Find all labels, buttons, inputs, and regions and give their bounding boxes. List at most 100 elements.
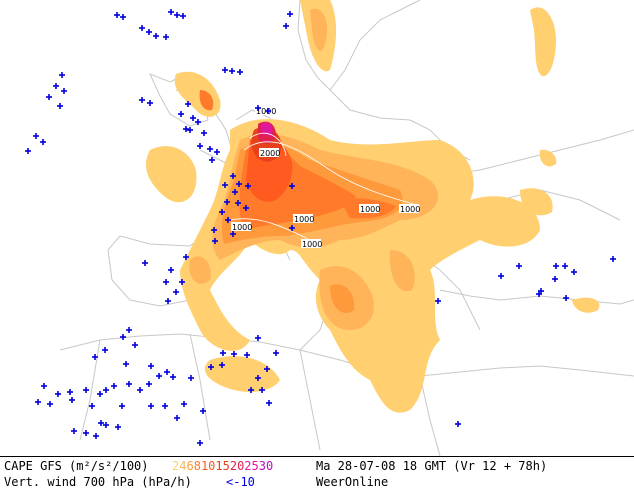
cape-color-scale: 24681015202530 <box>172 459 273 473</box>
vert-wind-marker <box>123 361 129 367</box>
vert-wind-marker <box>126 327 132 333</box>
vert-wind-marker <box>174 415 180 421</box>
vert-wind-marker <box>248 387 254 393</box>
vert-wind-marker <box>222 182 228 188</box>
vert-wind-marker <box>209 157 215 163</box>
vert-wind-marker <box>153 33 159 39</box>
vert-wind-marker <box>103 387 109 393</box>
vert-wind-marker <box>168 9 174 15</box>
vert-wind-marker <box>156 373 162 379</box>
vert-wind-marker <box>225 217 231 223</box>
vert-wind-marker <box>435 298 441 304</box>
cape-scale-label: 2 <box>172 459 180 473</box>
vert-wind-marker <box>174 12 180 18</box>
vert-wind-marker <box>55 391 61 397</box>
vert-wind-marker <box>553 263 559 269</box>
cape-scale-label: 20 <box>229 459 245 473</box>
vert-wind-marker <box>287 11 293 17</box>
contour-label: 1000 <box>301 239 322 249</box>
svg-text:1000: 1000 <box>302 240 322 249</box>
contour-label: 1000 <box>359 204 380 214</box>
vert-wind-marker <box>179 279 185 285</box>
vert-wind-marker <box>220 350 226 356</box>
vert-wind-marker <box>57 103 63 109</box>
vert-wind-marker <box>243 205 249 211</box>
vert-wind-marker <box>230 231 236 237</box>
vert-wind-marker <box>93 433 99 439</box>
svg-text:1000: 1000 <box>360 205 380 214</box>
vert-wind-marker <box>148 403 154 409</box>
vert-wind-marker <box>222 67 228 73</box>
vert-wind-marker <box>235 200 241 206</box>
cape-title: CAPE GFS (m²/s²/100) <box>4 459 149 473</box>
vert-wind-marker <box>259 387 265 393</box>
vert-wind-marker <box>563 295 569 301</box>
vert-wind-marker <box>219 209 225 215</box>
vert-wind-marker <box>552 276 558 282</box>
vert-wind-marker <box>46 94 52 100</box>
vert-wind-marker <box>132 342 138 348</box>
vert-wind-legend: <-10 <box>226 475 255 489</box>
vert-wind-marker <box>219 362 225 368</box>
vert-wind-marker <box>516 263 522 269</box>
vert-wind-marker <box>197 143 203 149</box>
vert-wind-marker <box>229 68 235 74</box>
vert-wind-marker <box>207 146 213 152</box>
vert-wind-marker <box>255 375 261 381</box>
cape-map: 1000 2000 1000 1000 1000 1000 1000 1000 <box>25 0 634 456</box>
vert-wind-marker <box>146 381 152 387</box>
vert-wind-marker <box>92 354 98 360</box>
vert-wind-marker <box>147 100 153 106</box>
vert-wind-marker <box>455 421 461 427</box>
vert-wind-marker <box>47 401 53 407</box>
contour-label: 1000 <box>293 214 314 224</box>
vert-wind-marker <box>230 173 236 179</box>
vert-wind-marker <box>245 183 251 189</box>
vert-wind-marker <box>126 381 132 387</box>
vert-wind-marker <box>232 189 238 195</box>
contour-label: 1000 <box>231 222 252 232</box>
vert-wind-marker <box>244 352 250 358</box>
vert-wind-marker <box>255 335 261 341</box>
vert-wind-marker <box>115 424 121 430</box>
vert-wind-marker <box>208 364 214 370</box>
vert-wind-marker <box>571 269 577 275</box>
vert-wind-marker <box>273 350 279 356</box>
vert-wind-marker <box>83 387 89 393</box>
vert-wind-marker <box>181 401 187 407</box>
vert-wind-marker <box>67 389 73 395</box>
vert-wind-marker <box>289 183 295 189</box>
vert-wind-marker <box>162 403 168 409</box>
vert-wind-marker <box>283 23 289 29</box>
vert-wind-markers <box>25 9 616 446</box>
vert-wind-marker <box>170 374 176 380</box>
vert-wind-marker <box>185 101 191 107</box>
vert-wind-marker <box>102 347 108 353</box>
vert-wind-marker <box>139 25 145 31</box>
vert-wind-marker <box>111 383 117 389</box>
vert-wind-marker <box>610 256 616 262</box>
vert-wind-marker <box>265 108 271 114</box>
vert-wind-marker <box>173 289 179 295</box>
vert-wind-marker <box>89 403 95 409</box>
vert-wind-marker <box>165 298 171 304</box>
vert-wind-marker <box>33 133 39 139</box>
vert-wind-marker <box>163 279 169 285</box>
vert-wind-marker <box>211 227 217 233</box>
svg-text:1000: 1000 <box>232 223 252 232</box>
vert-wind-marker <box>562 263 568 269</box>
vert-wind-marker <box>98 420 104 426</box>
vert-wind-marker <box>164 369 170 375</box>
vert-wind-marker <box>212 238 218 244</box>
vert-wind-marker <box>224 199 230 205</box>
vert-wind-marker <box>231 351 237 357</box>
vert-wind-marker <box>289 225 295 231</box>
vert-wind-marker <box>183 126 189 132</box>
vert-wind-marker <box>163 34 169 40</box>
vert-wind-marker <box>25 148 31 154</box>
vert-wind-marker <box>137 387 143 393</box>
cape-field <box>145 0 600 413</box>
vert-wind-marker <box>83 430 89 436</box>
vert-wind-marker <box>168 267 174 273</box>
vert-wind-marker <box>536 291 542 297</box>
